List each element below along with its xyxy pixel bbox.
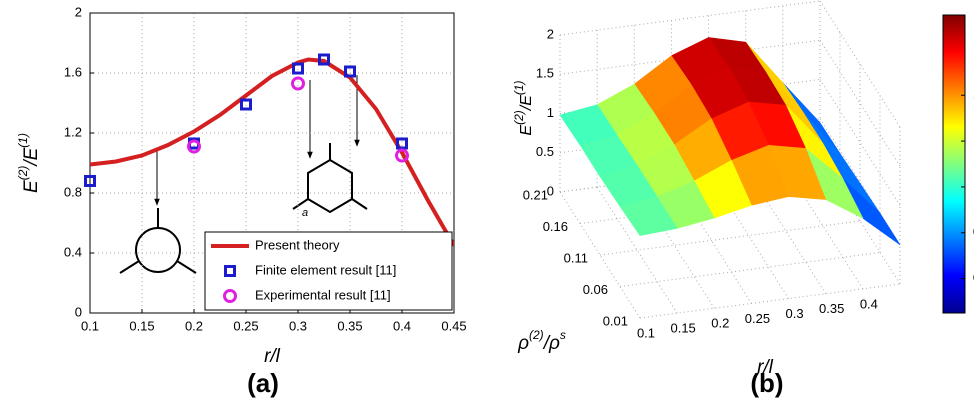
y-tick-label: 0.11 <box>564 250 588 265</box>
x-tick-label: 0.4 <box>393 318 411 333</box>
marker <box>84 175 96 187</box>
y-tick-label: 1.2 <box>64 124 82 139</box>
z-tick-label: 1 <box>547 105 554 120</box>
legend-label: Finite element result [11] <box>255 262 396 277</box>
colorbar-tick-label: 1.2 <box>973 133 974 148</box>
x-axis-label: r/l <box>757 357 774 378</box>
y-tick-label: 0.01 <box>603 313 628 328</box>
grid-line <box>559 0 821 36</box>
x-tick-label: 0.35 <box>337 318 362 333</box>
grid-line <box>619 252 881 287</box>
line-series <box>90 57 454 247</box>
y-axis-label: E(2)/E(1) <box>16 133 42 193</box>
legend-label: Experimental result [11] <box>255 287 391 302</box>
z-tick-label: 1.5 <box>536 66 554 81</box>
molecule-sketches <box>119 143 368 274</box>
x-tick-label: 0.15 <box>670 321 695 336</box>
y-tick-label: 2 <box>75 4 82 19</box>
surface-patch <box>619 196 678 236</box>
x-tick-label: 0.15 <box>129 318 154 333</box>
legend-swatch <box>224 265 236 277</box>
x-tick-label: 0.2 <box>711 316 729 331</box>
colorbar <box>942 14 966 314</box>
marker <box>396 137 408 150</box>
grid-line <box>819 39 901 167</box>
marker <box>292 62 304 75</box>
y-tick-label: 1.6 <box>64 64 82 79</box>
x-tick-label: 0.35 <box>819 301 844 316</box>
y-tick-label: 0.8 <box>64 184 82 199</box>
annotation: a <box>302 207 308 219</box>
x-tick-label: 0.3 <box>289 318 307 333</box>
y-axis-label: ρ(2)/ρs <box>517 328 566 354</box>
colorbar-tick-label: 1.4 <box>973 87 974 102</box>
grid-line <box>596 186 678 314</box>
x-tick-label: 0.25 <box>745 311 770 326</box>
x-tick-label: 0.4 <box>860 296 878 311</box>
x-tick-label: 0.45 <box>441 318 466 333</box>
grid-line <box>819 0 901 128</box>
x-tick-label: 0.1 <box>637 325 655 340</box>
y-tick-label: 0.4 <box>64 244 82 259</box>
marker <box>291 76 305 91</box>
panel-label: (b) <box>750 368 783 398</box>
x-tick-label: 0.25 <box>233 318 258 333</box>
x-axis-label: r/l <box>264 346 281 367</box>
x-tick-label: 0.1 <box>81 318 99 333</box>
marker <box>318 53 330 66</box>
grid-line <box>559 191 641 319</box>
legend-label: Present theory <box>255 237 340 252</box>
y-tick-label: 0.21 <box>523 187 548 202</box>
z-tick-label: 0.5 <box>536 144 554 159</box>
z-tick-label: 0 <box>547 183 554 198</box>
marker <box>344 65 356 78</box>
legend-swatch <box>223 289 237 303</box>
z-axis-label: E(2)/E(1) <box>512 80 535 135</box>
y-tick-label: 0 <box>75 304 82 319</box>
panel-label: (a) <box>247 368 279 398</box>
grid-line <box>819 79 901 206</box>
colorbar-tick-label: 0.6 <box>973 270 974 285</box>
marker <box>240 98 252 111</box>
y-tick-label: 0.06 <box>583 282 608 297</box>
x-tick-label: 0.2 <box>185 318 203 333</box>
marker <box>395 148 409 163</box>
x-tick-label: 0.3 <box>786 306 804 321</box>
arrows <box>154 75 360 206</box>
colorbar-tick-label: 0.8 <box>973 224 974 239</box>
z-tick-label: 2 <box>547 26 554 41</box>
y-tick-label: 0.16 <box>543 219 568 234</box>
marker <box>187 139 201 154</box>
